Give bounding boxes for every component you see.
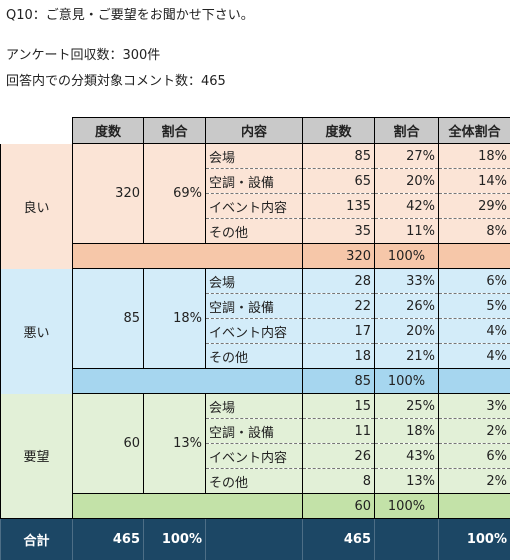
subtotal-percent: 100% [375, 369, 439, 394]
header-cell: 度数 [73, 118, 144, 144]
item-overall-percent: 4% [439, 319, 510, 344]
item-percent: 33% [375, 269, 439, 294]
subtotal-count: 320 [303, 244, 375, 269]
subtotal-blank-cell [73, 244, 303, 269]
item-percent: 25% [375, 394, 439, 419]
item-overall-percent: 8% [439, 219, 510, 244]
item-count: 18 [303, 344, 375, 369]
category-count: 60 [73, 394, 144, 494]
total-blank-cell [206, 519, 303, 560]
total-count: 465 [73, 519, 144, 560]
item-label: 会場 [206, 269, 303, 294]
subtotal-blank-cell [73, 369, 303, 394]
item-overall-percent: 3% [439, 394, 510, 419]
item-count: 8 [303, 469, 375, 494]
item-percent: 18% [375, 419, 439, 444]
category-percent: 18% [144, 269, 206, 369]
item-percent: 20% [375, 169, 439, 194]
item-count: 22 [303, 294, 375, 319]
response-count-text: アンケート回収数：300件 [6, 44, 160, 63]
header-row: 度数 割合 内容 度数 割合 全体割合 [1, 118, 510, 144]
total-label: 合計 [1, 519, 73, 560]
item-count: 35 [303, 219, 375, 244]
item-overall-percent: 29% [439, 194, 510, 219]
item-overall-percent: 14% [439, 169, 510, 194]
total-percent: 100% [144, 519, 206, 560]
category-label: 要望 [1, 394, 73, 519]
item-overall-percent: 2% [439, 469, 510, 494]
item-label: イベント内容 [206, 444, 303, 469]
subtotal-percent: 100% [375, 244, 439, 269]
header-cell: 内容 [206, 118, 303, 144]
subtotal-percent: 100% [375, 494, 439, 519]
header-cell: 度数 [303, 118, 375, 144]
header-cell: 割合 [375, 118, 439, 144]
item-overall-percent: 2% [439, 419, 510, 444]
item-label: 会場 [206, 394, 303, 419]
subtotal-count: 60 [303, 494, 375, 519]
total-overall-percent: 100% [439, 519, 510, 560]
item-count: 17 [303, 319, 375, 344]
item-overall-percent: 4% [439, 344, 510, 369]
item-overall-percent: 6% [439, 444, 510, 469]
item-count: 135 [303, 194, 375, 219]
item-count: 65 [303, 169, 375, 194]
item-percent: 20% [375, 319, 439, 344]
item-count: 15 [303, 394, 375, 419]
item-label: 空調・設備 [206, 419, 303, 444]
item-label: その他 [206, 469, 303, 494]
category-label: 良い [1, 144, 73, 269]
item-overall-percent: 5% [439, 294, 510, 319]
header-blank-cell [1, 118, 73, 144]
category-count: 85 [73, 269, 144, 369]
item-count: 26 [303, 444, 375, 469]
item-percent: 21% [375, 344, 439, 369]
category-count: 320 [73, 144, 144, 244]
item-label: 空調・設備 [206, 169, 303, 194]
subtotal-blank-cell [439, 494, 510, 519]
comment-count-text: 回答内での分類対象コメント数：465 [6, 70, 226, 89]
item-percent: 43% [375, 444, 439, 469]
item-overall-percent: 6% [439, 269, 510, 294]
item-label: その他 [206, 344, 303, 369]
total-row: 合計 465 100% 465 100% [1, 519, 510, 560]
header-cell: 割合 [144, 118, 206, 144]
item-label: イベント内容 [206, 194, 303, 219]
category-percent: 69% [144, 144, 206, 244]
item-label: 会場 [206, 144, 303, 169]
subtotal-count: 85 [303, 369, 375, 394]
item-label: 空調・設備 [206, 294, 303, 319]
total-detail-count: 465 [303, 519, 375, 560]
item-count: 85 [303, 144, 375, 169]
category-percent: 13% [144, 394, 206, 494]
item-count: 11 [303, 419, 375, 444]
category-label: 悪い [1, 269, 73, 394]
subtotal-blank-cell [73, 494, 303, 519]
item-percent: 42% [375, 194, 439, 219]
item-count: 28 [303, 269, 375, 294]
total-blank-cell [375, 519, 439, 560]
item-percent: 27% [375, 144, 439, 169]
item-label: その他 [206, 219, 303, 244]
item-percent: 26% [375, 294, 439, 319]
subtotal-blank-cell [439, 244, 510, 269]
item-percent: 11% [375, 219, 439, 244]
item-overall-percent: 18% [439, 144, 510, 169]
question-title: Q10：ご意見・ご要望をお聞かせ下さい。 [6, 4, 254, 23]
header-cell: 全体割合 [439, 118, 510, 144]
subtotal-blank-cell [439, 369, 510, 394]
item-label: イベント内容 [206, 319, 303, 344]
item-percent: 13% [375, 469, 439, 494]
